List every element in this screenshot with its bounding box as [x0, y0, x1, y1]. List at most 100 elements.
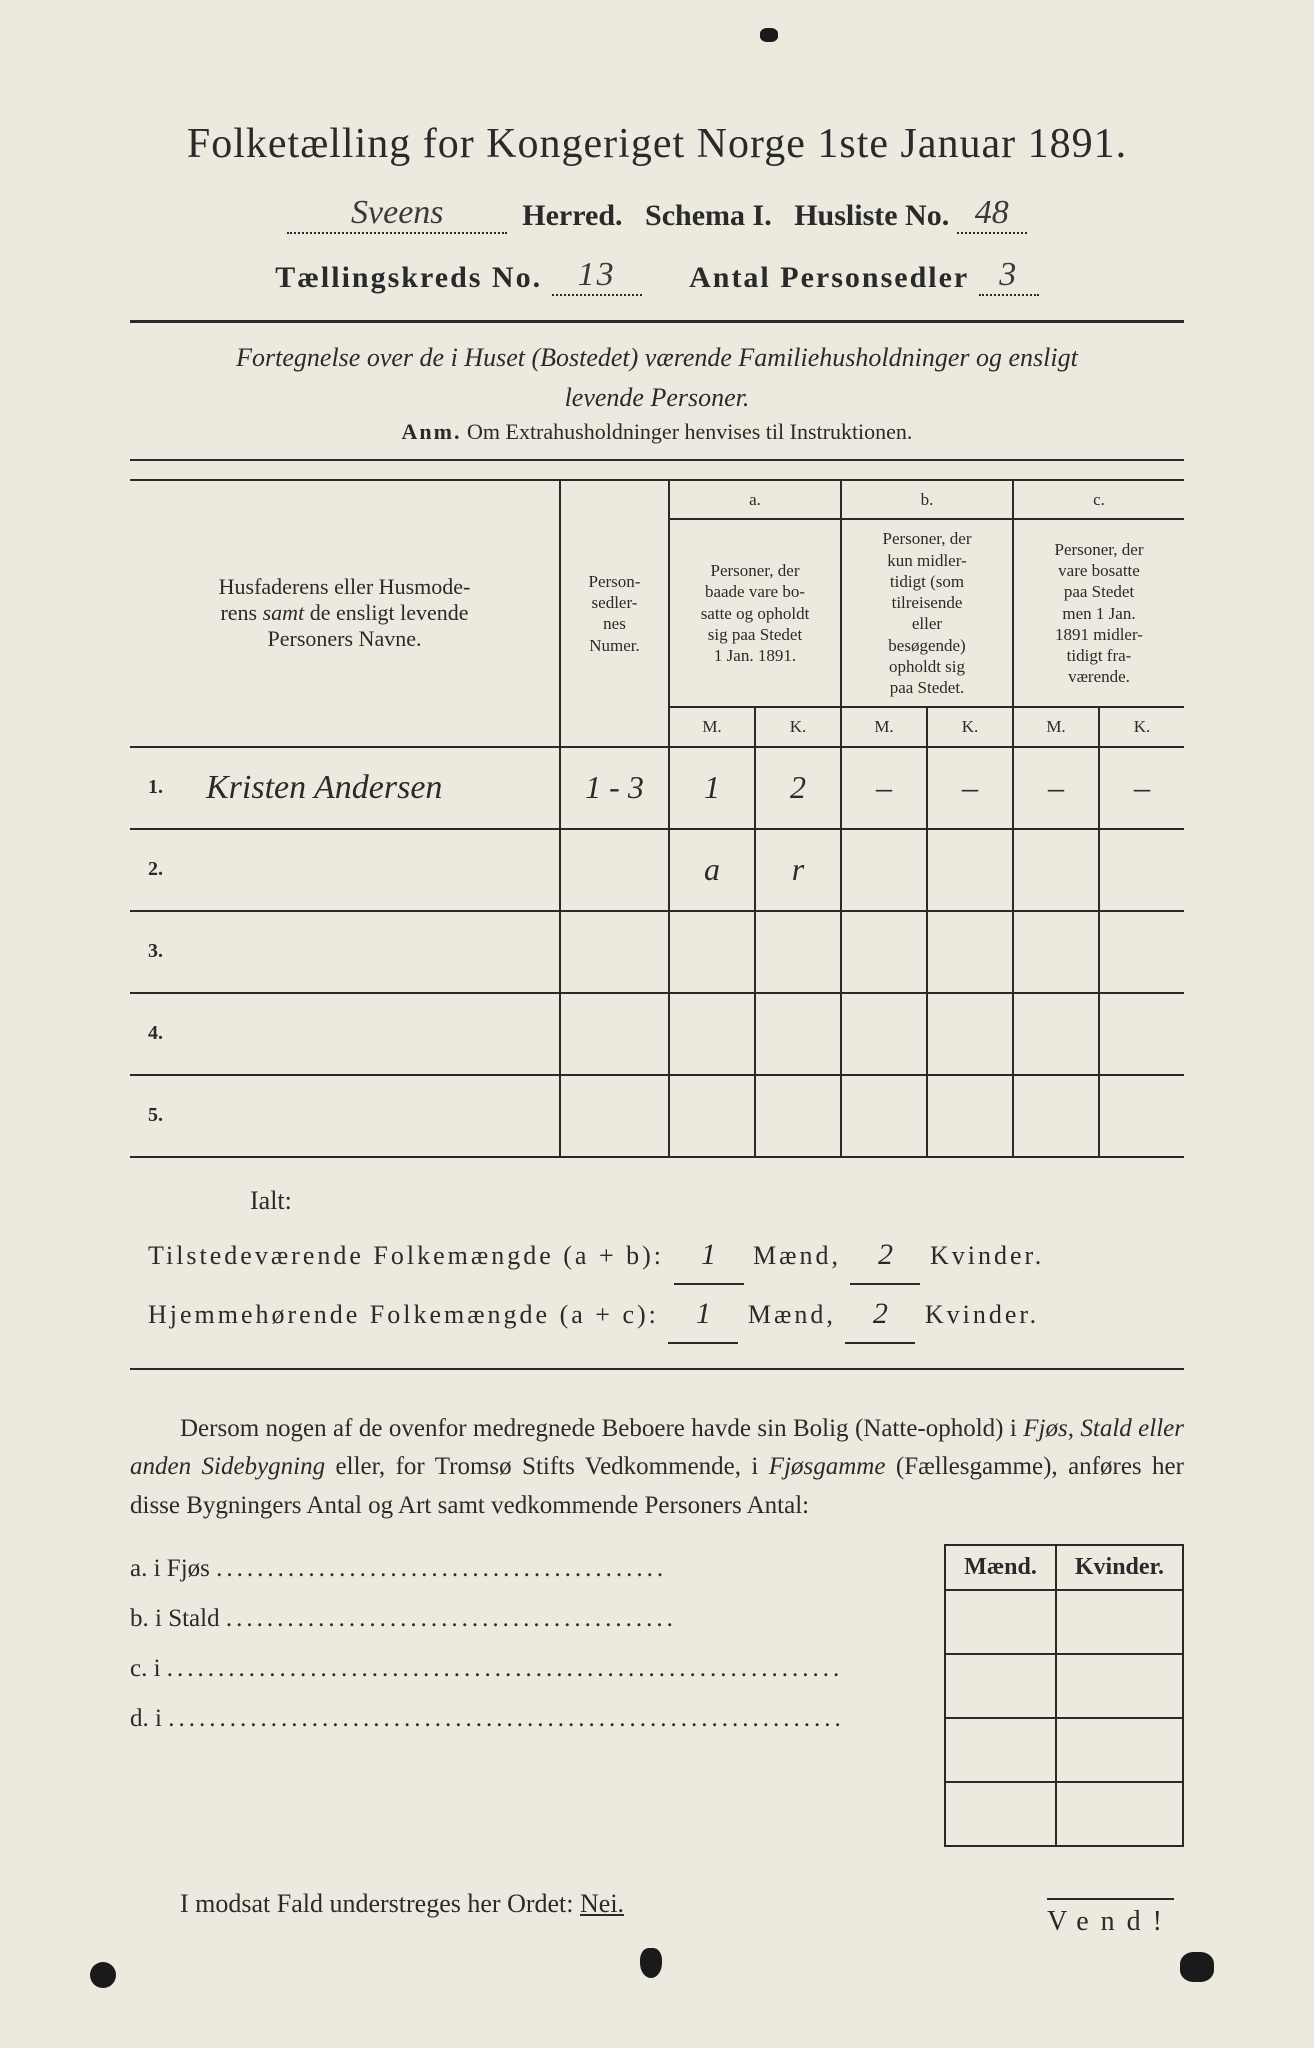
bygn-d-label: d. i: [130, 1705, 162, 1732]
table-row: 5.: [130, 1075, 1184, 1157]
header-line-2: Tællingskreds No. 13 Antal Personsedler …: [130, 258, 1184, 298]
table-row: 1. Kristen Andersen 1 - 3 1 2 – – – –: [130, 747, 1184, 829]
c-m-cell: [1013, 993, 1099, 1075]
row-number: 3.: [130, 911, 200, 993]
dots: ........................................…: [226, 1605, 677, 1632]
col-names-head: Husfaderens eller Husmode-rens samt de e…: [130, 480, 560, 747]
bygn-cell: [945, 1718, 1056, 1782]
b-m-cell: –: [841, 747, 927, 829]
bygn-cell: [1056, 1654, 1183, 1718]
totals-block: Tilstedeværende Folkemængde (a + b): 1 M…: [148, 1226, 1184, 1344]
husliste-no-field: 48: [957, 194, 1027, 234]
vend-label: Vend!: [1047, 1898, 1174, 1938]
household-table: Husfaderens eller Husmode-rens samt de e…: [130, 479, 1184, 1158]
col-numer-head: Person-sedler-nesNumer.: [560, 480, 669, 747]
nei-word: Nei.: [580, 1889, 624, 1918]
a-k-cell: [755, 1075, 841, 1157]
ink-spot-icon: [760, 28, 778, 42]
page-title: Folketælling for Kongeriget Norge 1ste J…: [130, 120, 1184, 168]
bygn-row-b: b. i Stald .............................…: [130, 1594, 920, 1644]
husliste-label: Husliste No.: [794, 199, 949, 232]
bygn-cell: [945, 1590, 1056, 1654]
ink-spot-icon: [640, 1948, 662, 1978]
numer-cell: 1 - 3: [560, 747, 669, 829]
ink-spot-icon: [90, 1962, 116, 1988]
ink-spot-icon: [1180, 1952, 1214, 1982]
herred-name-field: Sveens: [287, 194, 507, 234]
divider: [130, 459, 1184, 461]
b-k-cell: [927, 1075, 1013, 1157]
bygn-a-label: a. i Fjøs: [130, 1555, 210, 1582]
bygn-row-d: d. i ...................................…: [130, 1694, 920, 1744]
description-line-1: Fortegnelse over de i Huset (Bostedet) v…: [130, 343, 1184, 373]
ialt-label: Ialt:: [250, 1186, 1184, 1216]
col-a-top: a.: [669, 480, 841, 519]
col-c-m: M.: [1013, 707, 1099, 746]
bygn-cell: [1056, 1782, 1183, 1846]
col-b-top: b.: [841, 480, 1013, 519]
nei-pre: I modsat Fald understreges her Ordet:: [180, 1889, 580, 1918]
personsedler-label: Antal Personsedler: [689, 261, 969, 294]
a-m-cell: [669, 911, 755, 993]
col-a-k: K.: [755, 707, 841, 746]
schema-label: Schema I.: [645, 199, 772, 232]
b-m-cell: [841, 1075, 927, 1157]
table-row: 3.: [130, 911, 1184, 993]
row-number: 5.: [130, 1075, 200, 1157]
b-k-cell: [927, 911, 1013, 993]
dots: ........................................…: [167, 1655, 844, 1682]
c-m-cell: –: [1013, 747, 1099, 829]
c-k-cell: [1099, 911, 1184, 993]
totals-ab-m: 1: [674, 1226, 744, 1285]
totals-ac-m: 1: [668, 1285, 738, 1344]
paragraph-bolig: Dersom nogen af de ovenfor medregnede Be…: [130, 1410, 1184, 1526]
anm-line: Anm. Om Extrahusholdninger henvises til …: [130, 419, 1184, 445]
numer-cell: [560, 1075, 669, 1157]
dots: ........................................…: [216, 1555, 667, 1582]
bygn-row-c: c. i ...................................…: [130, 1644, 920, 1694]
header-line-1: Sveens Herred. Schema I. Husliste No. 48: [130, 196, 1184, 236]
anm-label: Anm.: [402, 419, 462, 444]
bygninger-block: a. i Fjøs ..............................…: [130, 1544, 1184, 1847]
b-k-cell: [927, 993, 1013, 1075]
divider: [130, 1368, 1184, 1370]
name-cell: [200, 1075, 560, 1157]
b-k-cell: [927, 829, 1013, 911]
col-b-k: K.: [927, 707, 1013, 746]
name-cell: [200, 911, 560, 993]
a-m-cell: 1: [669, 747, 755, 829]
description-line-2: levende Personer.: [130, 383, 1184, 413]
kreds-no-field: 13: [552, 256, 642, 296]
bygninger-table: Mænd. Kvinder.: [944, 1544, 1184, 1847]
name-cell: [200, 993, 560, 1075]
a-m-cell: [669, 993, 755, 1075]
maend-label: Mænd,: [753, 1241, 841, 1270]
name-cell: [200, 829, 560, 911]
totals-ac-label: Hjemmehørende Folkemængde (a + c):: [148, 1300, 659, 1329]
bygn-head-k: Kvinder.: [1056, 1545, 1183, 1590]
bygn-b-label: b. i Stald: [130, 1605, 220, 1632]
kvinder-label: Kvinder.: [930, 1241, 1044, 1270]
bygn-cell: [945, 1654, 1056, 1718]
bygninger-list: a. i Fjøs ..............................…: [130, 1544, 920, 1847]
row-number: 4.: [130, 993, 200, 1075]
a-m-cell: a: [669, 829, 755, 911]
c-k-cell: [1099, 829, 1184, 911]
bygn-cell: [945, 1782, 1056, 1846]
a-m-cell: [669, 1075, 755, 1157]
nei-line: I modsat Fald understreges her Ordet: Ne…: [130, 1889, 1184, 1919]
c-k-cell: –: [1099, 747, 1184, 829]
b-m-cell: [841, 993, 927, 1075]
col-b-head: Personer, derkun midler-tidigt (somtilre…: [841, 519, 1013, 707]
row-number: 2.: [130, 829, 200, 911]
bygn-cell: [1056, 1718, 1183, 1782]
totals-line-ac: Hjemmehørende Folkemængde (a + c): 1 Mæn…: [148, 1285, 1184, 1344]
b-m-cell: [841, 829, 927, 911]
numer-cell: [560, 829, 669, 911]
numer-cell: [560, 911, 669, 993]
c-m-cell: [1013, 911, 1099, 993]
maend-label: Mænd,: [748, 1300, 836, 1329]
anm-text: Om Extrahusholdninger henvises til Instr…: [467, 419, 912, 444]
col-a-head: Personer, derbaade vare bo-satte og opho…: [669, 519, 841, 707]
kvinder-label: Kvinder.: [925, 1300, 1039, 1329]
